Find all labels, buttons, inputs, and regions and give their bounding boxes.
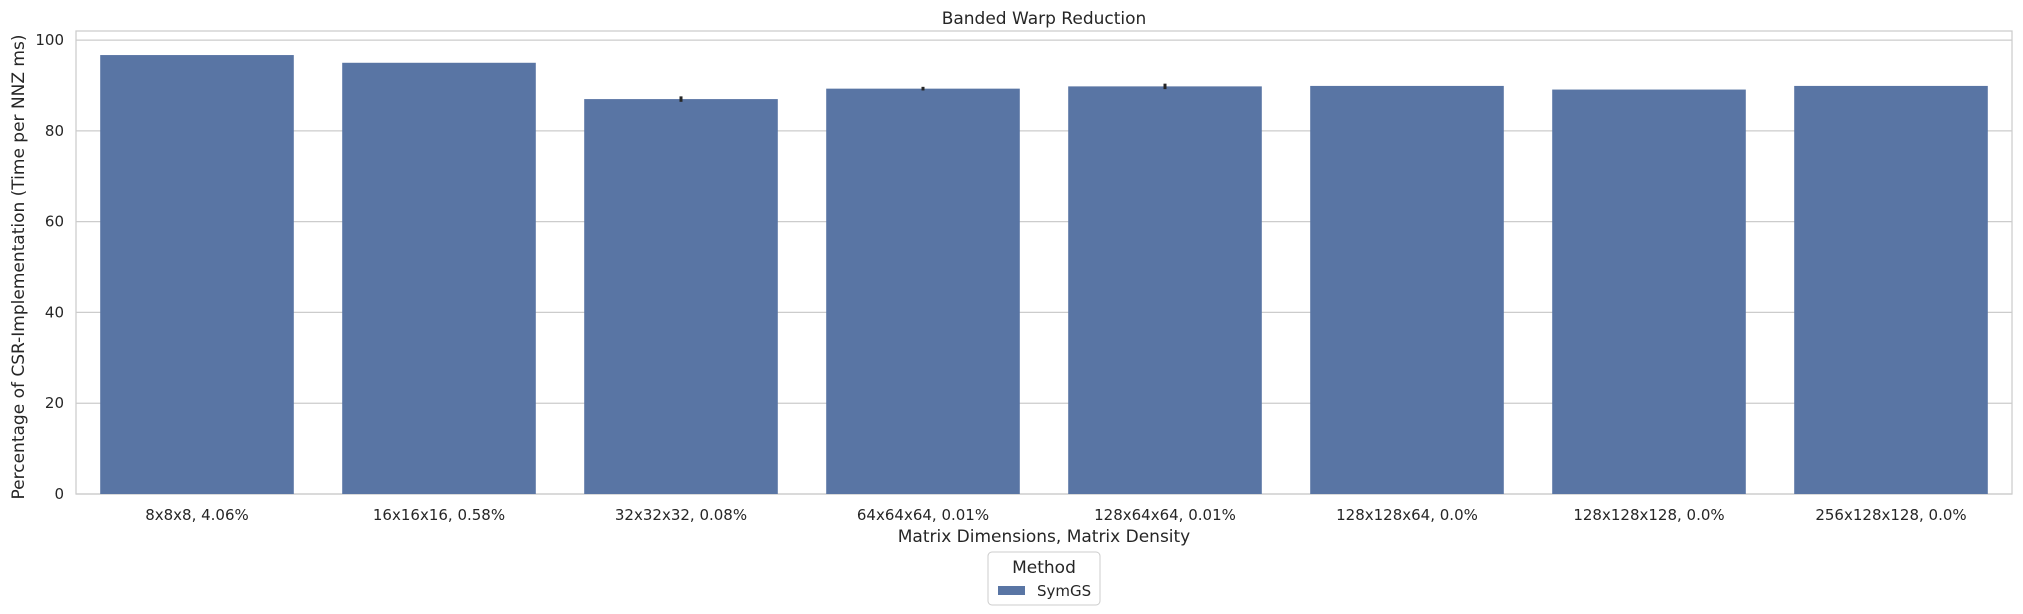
bar-3 (826, 88, 1020, 494)
y-tick-label: 60 (45, 213, 64, 231)
x-tick-label: 64x64x64, 0.01% (857, 506, 989, 524)
bar-1 (342, 62, 536, 495)
bar-5 (1310, 85, 1504, 495)
legend-swatch (998, 586, 1025, 595)
x-tick-label: 16x16x16, 0.58% (373, 506, 505, 524)
y-tick-label: 20 (45, 394, 64, 412)
x-tick-label: 8x8x8, 4.06% (145, 506, 249, 524)
error-bars (679, 83, 1167, 102)
y-tick-label: 40 (45, 303, 64, 321)
bar-4 (1068, 86, 1262, 495)
bar-6 (1552, 89, 1746, 495)
y-tick-label: 80 (45, 122, 64, 140)
y-tick-label: 100 (35, 31, 64, 49)
x-tick-label: 128x64x64, 0.01% (1094, 506, 1236, 524)
plot-area-frame (75, 30, 2013, 495)
x-axis-ticks: 8x8x8, 4.06% 16x16x16, 0.58% 32x32x32, 0.0… (145, 506, 1966, 524)
bar-2 (584, 99, 778, 495)
chart-title: Banded Warp Reduction (942, 9, 1147, 29)
legend-label-symgs: SymGS (1037, 582, 1091, 600)
y-axis-ticks: 0 20 40 60 80 100 (35, 31, 64, 503)
bar-7 (1794, 85, 1988, 495)
y-axis-label: Percentage of CSR-Implementation (Time p… (9, 35, 29, 500)
bar-0 (100, 55, 294, 495)
x-axis-label: Matrix Dimensions, Matrix Density (898, 527, 1191, 547)
x-tick-label: 256x128x128, 0.0% (1815, 506, 1966, 524)
bars (100, 55, 1988, 495)
x-tick-label: 128x128x64, 0.0% (1336, 506, 1478, 524)
x-tick-label: 128x128x128, 0.0% (1573, 506, 1724, 524)
legend: Method SymGS (987, 551, 1101, 606)
legend-title: Method (1012, 558, 1076, 578)
x-tick-label: 32x32x32, 0.08% (615, 506, 747, 524)
y-tick-label: 0 (54, 485, 64, 503)
